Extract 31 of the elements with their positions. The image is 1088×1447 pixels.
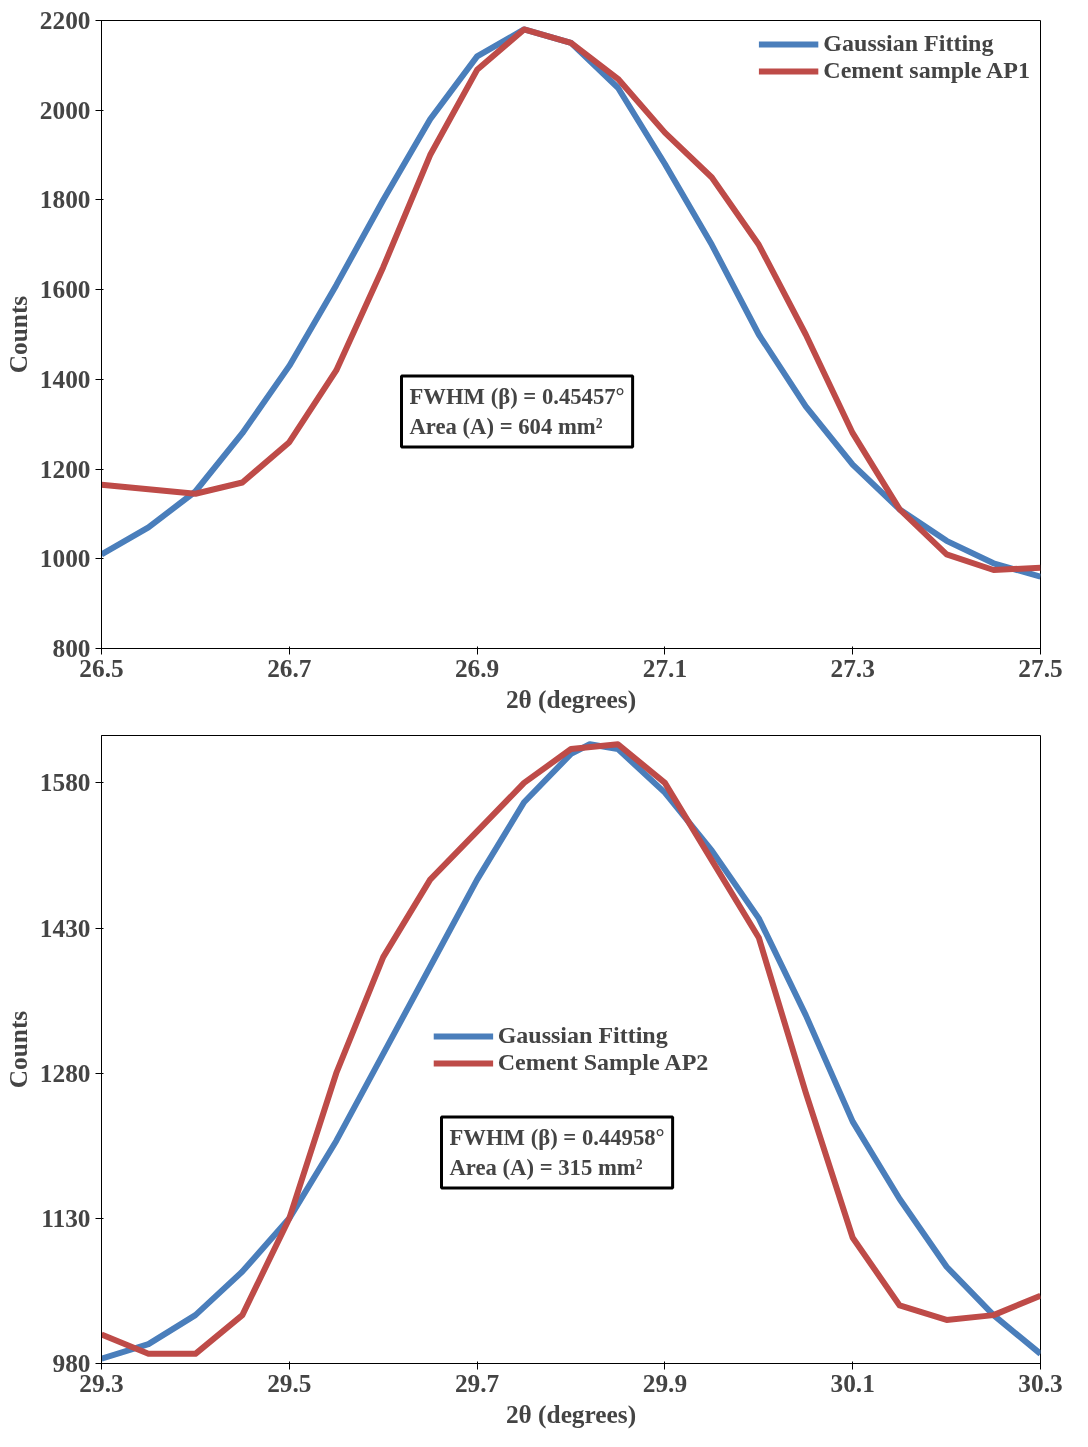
legend-label: Gaussian Fitting <box>823 30 994 57</box>
x-axis-title: 2θ (degrees) <box>505 684 637 714</box>
y-tick-label: 2000 <box>39 95 91 124</box>
y-tick-label: 1580 <box>39 768 91 797</box>
legend-label: Cement Sample AP2 <box>497 1049 709 1076</box>
y-tick-label: 1430 <box>39 913 91 942</box>
x-tick-label: 29.9 <box>642 1368 688 1397</box>
x-tick-label: 30.1 <box>830 1368 875 1397</box>
x-tick-label: 26.7 <box>267 653 312 682</box>
x-tick-label: 27.3 <box>830 653 875 682</box>
y-tick-label: 1280 <box>39 1058 91 1087</box>
y-tick-label: 1800 <box>39 185 91 214</box>
x-tick-label: 29.5 <box>267 1368 312 1397</box>
annotation: FWHM (β) = 0.44958° Area (A) = 315 mm² <box>449 1125 665 1180</box>
x-axis-title: 2θ (degrees) <box>505 1399 637 1429</box>
y-axis-title: Counts <box>3 1010 32 1089</box>
y-tick-label: 1200 <box>39 454 91 483</box>
y-tick-label: 1000 <box>39 544 91 573</box>
y-tick-label: 1600 <box>39 275 91 304</box>
legend-label: Cement sample AP1 <box>823 57 1030 84</box>
annotation: FWHM (β) = 0.45457° Area (A) = 604 mm² <box>409 384 625 439</box>
x-tick-label: 27.5 <box>1018 653 1063 682</box>
x-tick-label: 26.9 <box>454 653 500 682</box>
y-axis-title: Counts <box>3 295 32 374</box>
x-tick-label: 29.7 <box>454 1368 500 1397</box>
y-tick-label: 2200 <box>39 6 91 34</box>
y-tick-label: 1130 <box>41 1203 91 1232</box>
x-tick-label: 30.3 <box>1018 1368 1063 1397</box>
legend-label: Gaussian Fitting <box>497 1022 668 1049</box>
x-tick-label: 27.1 <box>642 653 688 682</box>
y-tick-label: 1400 <box>39 364 91 393</box>
